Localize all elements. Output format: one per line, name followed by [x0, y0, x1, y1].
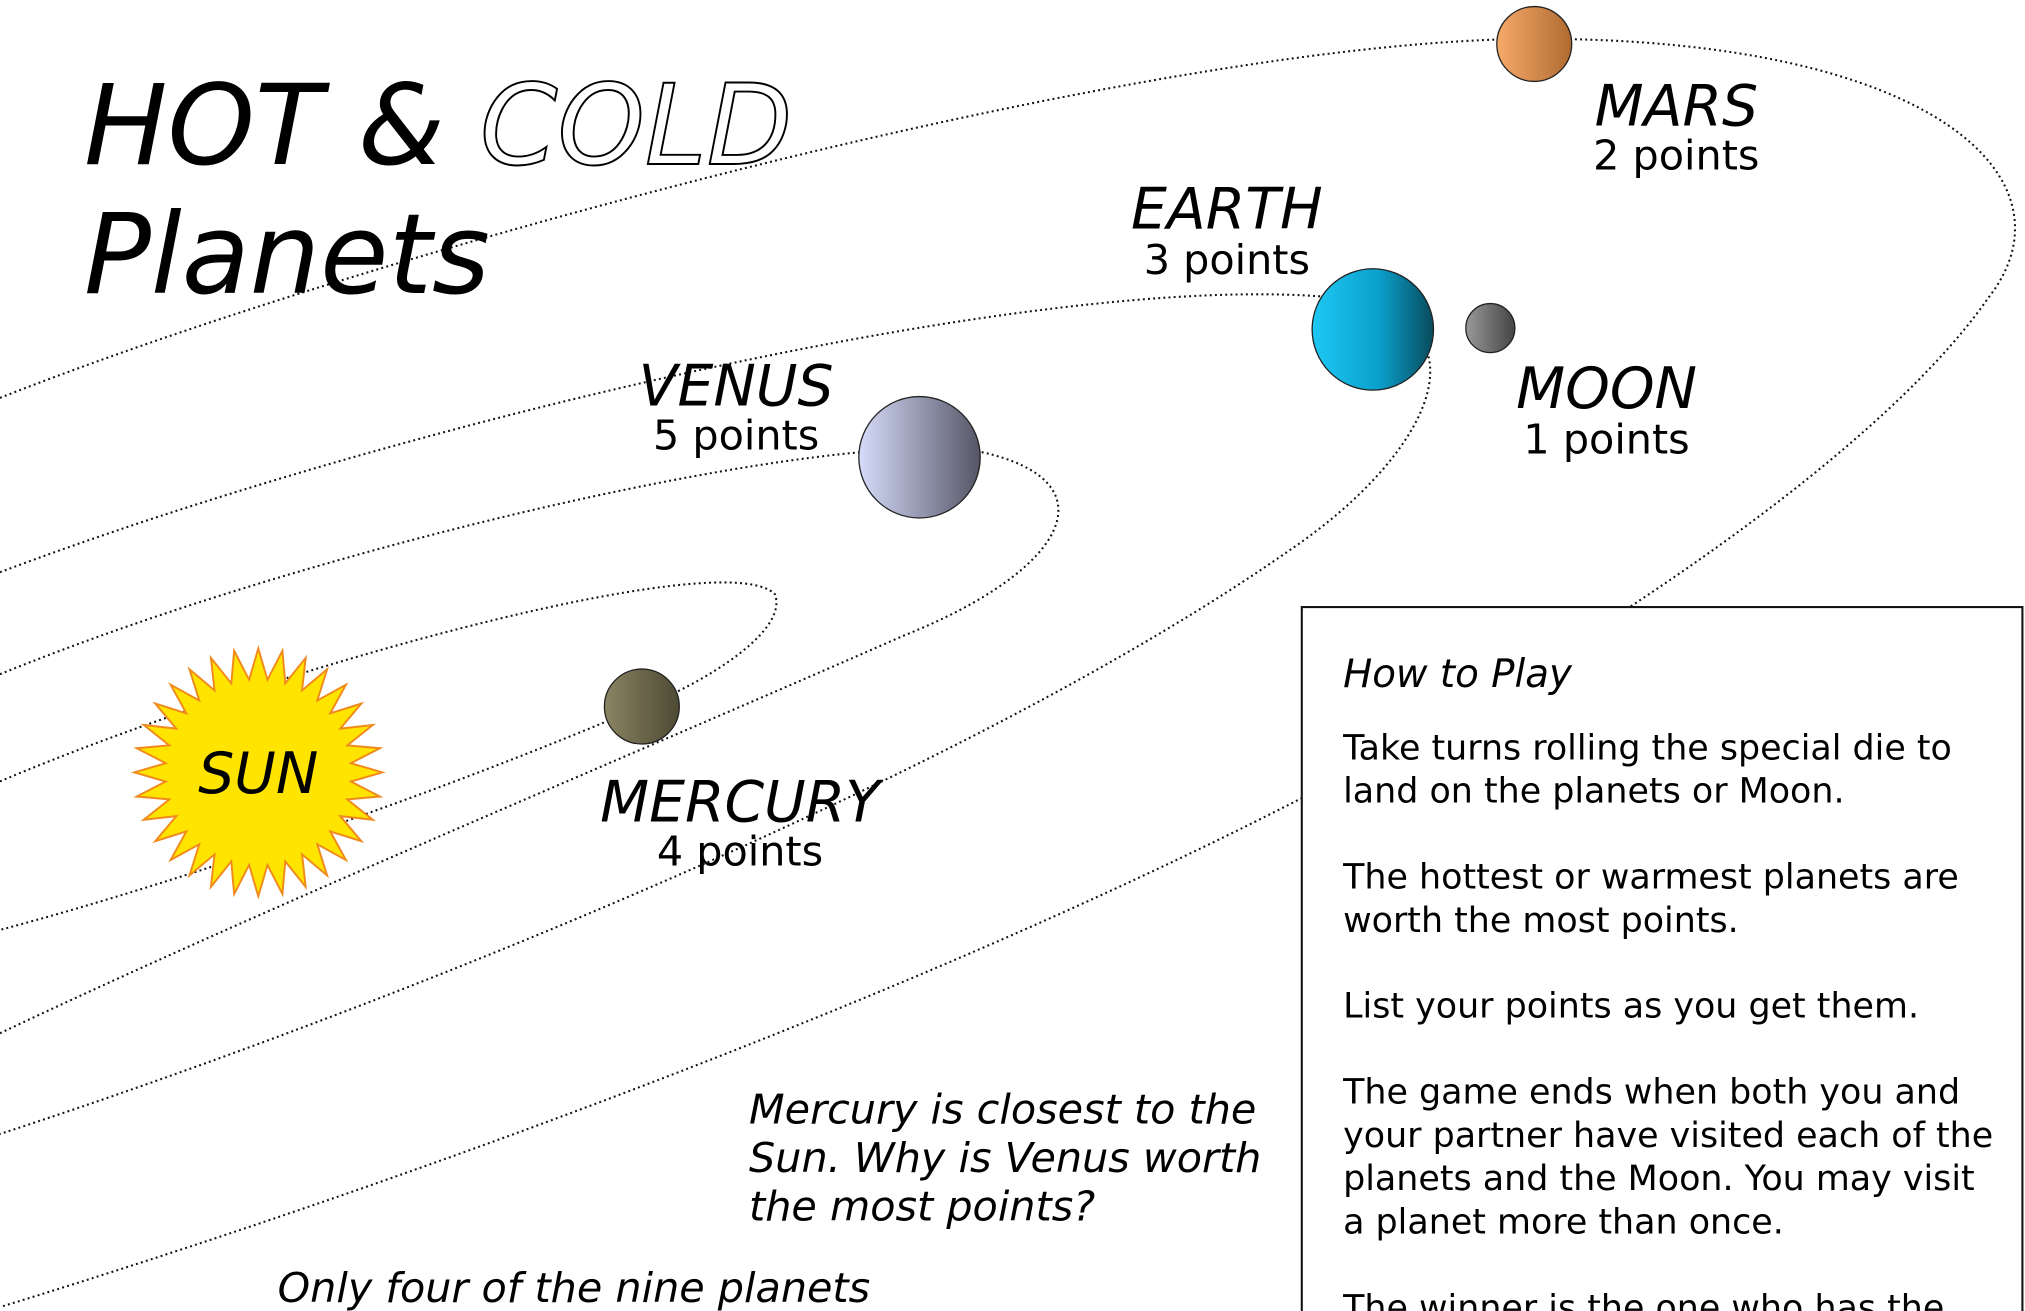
note-line: Mercury is closest to the	[749, 1086, 1256, 1134]
venus	[859, 397, 980, 518]
instruction-line: your partner have visited each of the	[1343, 1116, 1993, 1156]
instruction-line: Take turns rolling the special die to	[1342, 728, 1952, 768]
title: HOT & COLD	[84, 62, 792, 191]
planet-points: 5 points	[653, 412, 819, 460]
earth	[1312, 269, 1433, 390]
title-word: COLD	[480, 62, 792, 191]
planet-name: SUN	[198, 741, 318, 807]
instruction-line: List your points as you get them.	[1343, 987, 1919, 1027]
title: Planets	[84, 191, 490, 320]
planet-name: VENUS	[639, 354, 834, 420]
note-line: the most points?	[749, 1183, 1095, 1231]
instruction-line: planets and the Moon. You may visit	[1343, 1159, 1975, 1199]
instruction-line: The winner is the one who has the	[1342, 1288, 1944, 1311]
box-heading: How to Play	[1343, 652, 1573, 697]
planet-name: MOON	[1516, 356, 1697, 422]
note-line: Sun. Why is Venus worth	[749, 1134, 1261, 1182]
planet-name: MERCURY	[600, 769, 884, 835]
mars	[1497, 7, 1572, 82]
planet-name: MARS	[1595, 73, 1758, 139]
note-line: Only four of the nine planets	[278, 1264, 871, 1311]
moon	[1466, 304, 1515, 353]
worksheet: HOT & COLD Planets SUN MERCURY 4 points …	[0, 0, 2025, 1311]
instruction-line: land on the planets or Moon.	[1343, 772, 1844, 812]
instruction-line: worth the most points.	[1343, 901, 1739, 941]
orbit	[0, 582, 776, 930]
instruction-line: The game ends when both you and	[1342, 1073, 1960, 1113]
planet-points: 2 points	[1593, 131, 1759, 179]
title-amp: &	[358, 62, 445, 191]
title-word: HOT	[84, 62, 331, 191]
planet-points: 4 points	[657, 827, 823, 875]
planet-points: 1 points	[1523, 415, 1689, 463]
page: HOT & COLD Planets SUN MERCURY 4 points …	[0, 0, 2025, 1311]
planet-points: 3 points	[1144, 236, 1310, 284]
planet-name: EARTH	[1131, 177, 1323, 243]
mercury	[604, 669, 679, 744]
instruction-line: a planet more than once.	[1343, 1202, 1784, 1242]
instruction-line: The hottest or warmest planets are	[1342, 858, 1959, 898]
orbit	[0, 448, 1058, 1033]
